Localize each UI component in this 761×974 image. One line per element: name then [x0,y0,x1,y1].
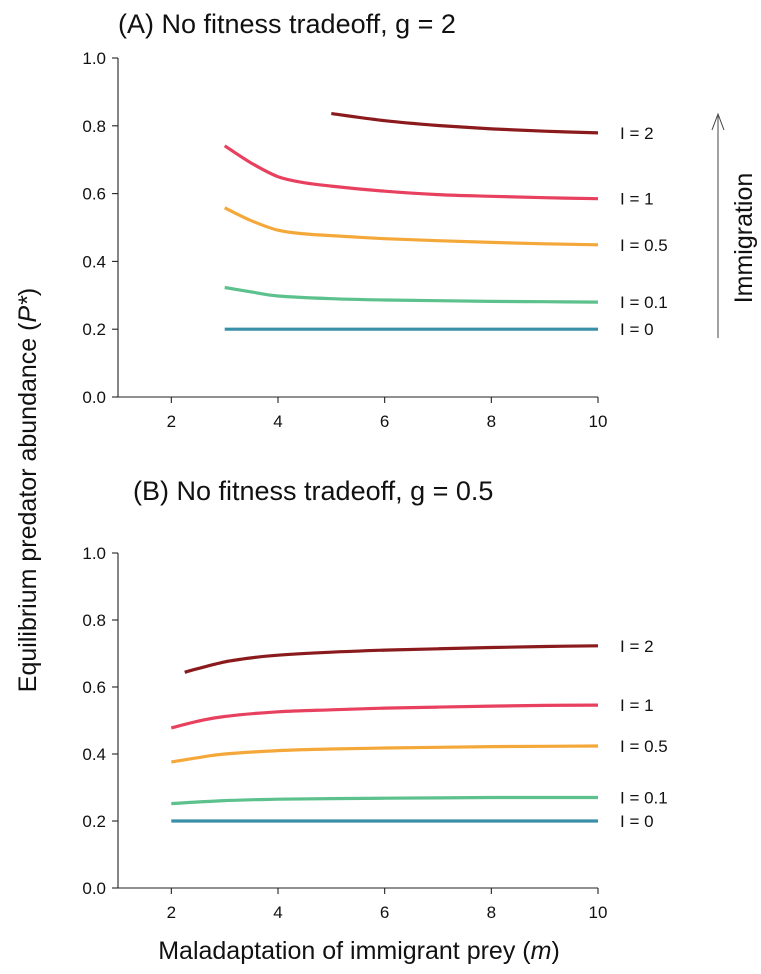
x-tick-label: 8 [487,412,496,431]
x-tick-label: 10 [589,903,608,922]
y-tick-label: 0.6 [82,678,106,697]
y-axis-label: Equilibrium predator abundance (P*) [14,288,42,692]
series-label: I = 1 [620,190,654,209]
x-axis-label-symbol: m [531,937,552,965]
y-tick-label: 0.6 [82,185,106,204]
x-tick-label: 8 [487,903,496,922]
x-tick-label: 6 [380,903,389,922]
panel-b-plot: 0.0 0.2 0.4 0.6 0.8 1.0 2 4 6 8 10 I = 0 I = 0.1 I = … [82,544,667,922]
series-label: I = 2 [620,637,654,656]
series-label: I = 0.5 [620,737,668,756]
y-tick-label: 0.8 [82,117,106,136]
y-tick-label: 0.0 [82,388,106,407]
series-line [184,644,599,674]
x-tick-label: 4 [273,903,282,922]
y-axis-label-text: Equilibrium predator abundance ( [14,322,42,692]
y-tick-label: 0.4 [82,745,106,764]
immigration-label: Immigration [730,173,758,304]
y-axis-label-symbol: P* [14,295,42,323]
x-tick-label: 2 [167,903,176,922]
x-axis-label: Maladaptation of immigrant prey (m) [158,937,560,965]
y-tick-label: 1.0 [82,544,106,563]
series-label: I = 0.1 [620,293,668,312]
series-line [331,112,599,135]
y-tick-label: 1.0 [82,49,106,68]
series-label: I = 0 [620,320,654,339]
series-line [171,795,598,806]
y-tick-label: 0.0 [82,879,106,898]
series-line [171,744,599,764]
x-axis-label-close: ) [551,937,559,965]
series-label: I = 2 [620,124,654,143]
panel-a-title: (A) No fitness tradeoff, g = 2 [118,9,456,39]
x-tick-label: 4 [273,412,282,431]
y-tick-label: 0.8 [82,611,106,630]
panel-b: (B) No fitness tradeoff, g = 0.5 0.00.20… [82,476,667,922]
panel-a-plot: 0.0 0.2 0.4 0.6 0.8 1.0 2 4 6 8 10 I = 0 I = 0.1 I = … [82,49,667,431]
x-axis-label-text: Maladaptation of immigrant prey ( [158,937,531,965]
x-tick-label: 10 [589,412,608,431]
y-tick-label: 0.2 [82,812,106,831]
y-axis-label-close: ) [14,288,42,296]
immigration-arrow-head [711,112,725,131]
immigration-annotation: Immigration [711,112,758,338]
y-tick-label: 0.4 [82,252,106,271]
panel-b-title: (B) No fitness tradeoff, g = 0.5 [133,476,493,506]
series-label: I = 0.5 [620,236,668,255]
series-line [223,144,599,201]
series-label: I = 1 [620,696,654,715]
panel-a: (A) No fitness tradeoff, g = 2 0.0 0.2 0.4… [82,9,667,431]
x-tick-label: 2 [167,412,176,431]
series-line [223,206,599,247]
x-tick-label: 6 [380,412,389,431]
series-label: I = 0.1 [620,789,668,808]
series-line [224,285,599,304]
series-line [170,703,599,730]
series-label: I = 0 [620,812,654,831]
y-tick-label: 0.2 [82,320,106,339]
